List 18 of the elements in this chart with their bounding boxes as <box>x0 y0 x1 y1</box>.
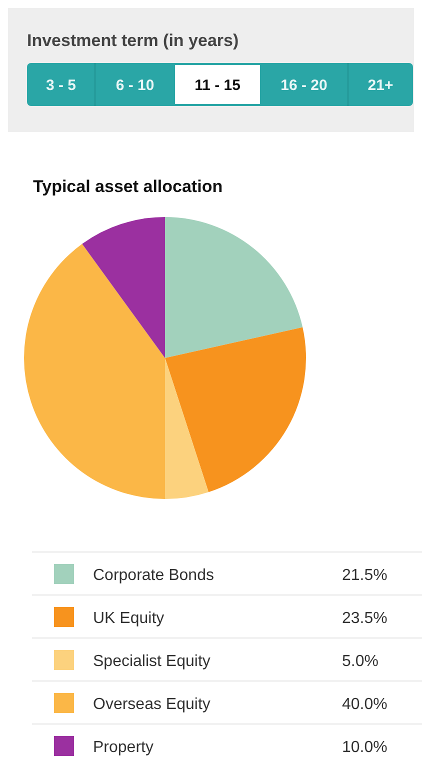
data-label: 23.5% <box>342 610 388 627</box>
term-tabs: 3 - 5 6 - 10 11 - 15 16 - 20 21+ <box>27 62 413 106</box>
data-label: 21.5% <box>342 567 388 584</box>
legend-label: Specialist Equity <box>93 653 210 670</box>
pie-slice <box>24 244 165 499</box>
legend-label: UK Equity <box>93 610 164 627</box>
data-label: 40.0% <box>342 696 388 713</box>
legend-label: Property <box>93 739 154 756</box>
legend-label: Overseas Equity <box>93 696 210 713</box>
data-label: 5.0% <box>342 653 378 670</box>
pie-slice <box>165 327 306 492</box>
data-label: 10.0% <box>342 739 388 756</box>
pie-slice <box>165 217 303 358</box>
legend-label: Corporate Bonds <box>93 567 214 584</box>
pie-slice <box>165 358 209 499</box>
text: Investment term (in years) <box>27 31 239 50</box>
pie-slice <box>82 217 165 358</box>
chart-title: Typical asset allocation <box>33 177 223 196</box>
